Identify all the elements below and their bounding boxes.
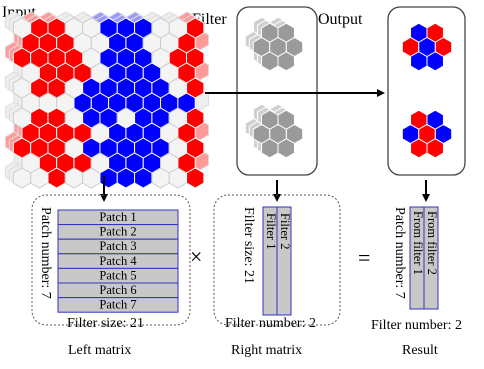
filter-hexagon-groups xyxy=(244,16,304,159)
right-matrix-frame xyxy=(213,194,341,326)
right-matrix-column xyxy=(276,206,292,316)
left-matrix-row-label: Patch 1 xyxy=(99,210,136,224)
right-matrix-col-axis-label: Filter number: 2 xyxy=(225,316,316,331)
right-matrix-column-label: Filter 2 xyxy=(278,213,292,249)
result-matrix-caption: Result xyxy=(402,343,438,358)
input-hex-cell xyxy=(116,167,136,189)
result-matrix-column-label: From filter 1 xyxy=(411,211,425,275)
result-matrix-row-axis-label: Patch number: 7 xyxy=(392,207,407,299)
left-matrix-row-label: Patch 3 xyxy=(99,239,136,253)
left-matrix-col-axis-label: Filter size: 21 xyxy=(67,316,144,331)
input-hex-cell xyxy=(30,167,49,189)
result-matrix-column-label: From filter 2 xyxy=(425,211,439,275)
left-matrix-caption: Left matrix xyxy=(68,343,131,358)
filter-panel xyxy=(236,6,318,176)
left-matrix-row-label: Patch 7 xyxy=(99,298,136,312)
output-hexagon-groups xyxy=(401,22,453,159)
left-matrix-frame xyxy=(31,194,191,326)
right-matrix-column-label: Filter 1 xyxy=(264,213,278,249)
filter-2-cell xyxy=(269,123,287,145)
times-operator: × xyxy=(190,244,202,269)
equals-operator: = xyxy=(358,245,370,270)
input-hex-cell xyxy=(82,167,101,189)
input-hex-cell xyxy=(47,167,66,189)
left-matrix-row-label: Patch 4 xyxy=(99,254,137,268)
input-hex-cell xyxy=(64,167,84,189)
output-1-cell xyxy=(418,36,436,58)
input-hex-cell xyxy=(99,167,118,189)
left-matrix-row-label: Patch 5 xyxy=(99,268,136,282)
right-matrix-caption: Right matrix xyxy=(231,343,302,358)
input-hex-cell xyxy=(186,167,205,189)
result-matrix: From filter 1 From filter 2 xyxy=(409,206,439,310)
input-hex-cell xyxy=(151,167,170,189)
input-hex-cell xyxy=(12,167,32,189)
left-matrix-row-axis-label: Patch number: 7 xyxy=(38,207,53,299)
left-matrix-row-label: Patch 2 xyxy=(99,225,136,239)
input-hex-cell xyxy=(134,167,153,189)
output-title: Output xyxy=(318,11,363,28)
input-hex-cell xyxy=(168,167,188,189)
result-matrix-col-axis-label: Filter number: 2 xyxy=(371,318,462,333)
filter-1-cell xyxy=(269,36,287,58)
right-matrix: Filter 1 Filter 2 xyxy=(262,206,292,316)
output-2-cell xyxy=(418,123,436,145)
output-panel xyxy=(387,6,466,176)
left-matrix-row xyxy=(57,297,179,313)
result-matrix-column xyxy=(423,206,439,310)
right-matrix-row-axis-label: Filter size: 21 xyxy=(241,207,256,284)
input-hexagon-grid xyxy=(4,11,210,189)
left-matrix-row-label: Patch 6 xyxy=(99,283,136,297)
